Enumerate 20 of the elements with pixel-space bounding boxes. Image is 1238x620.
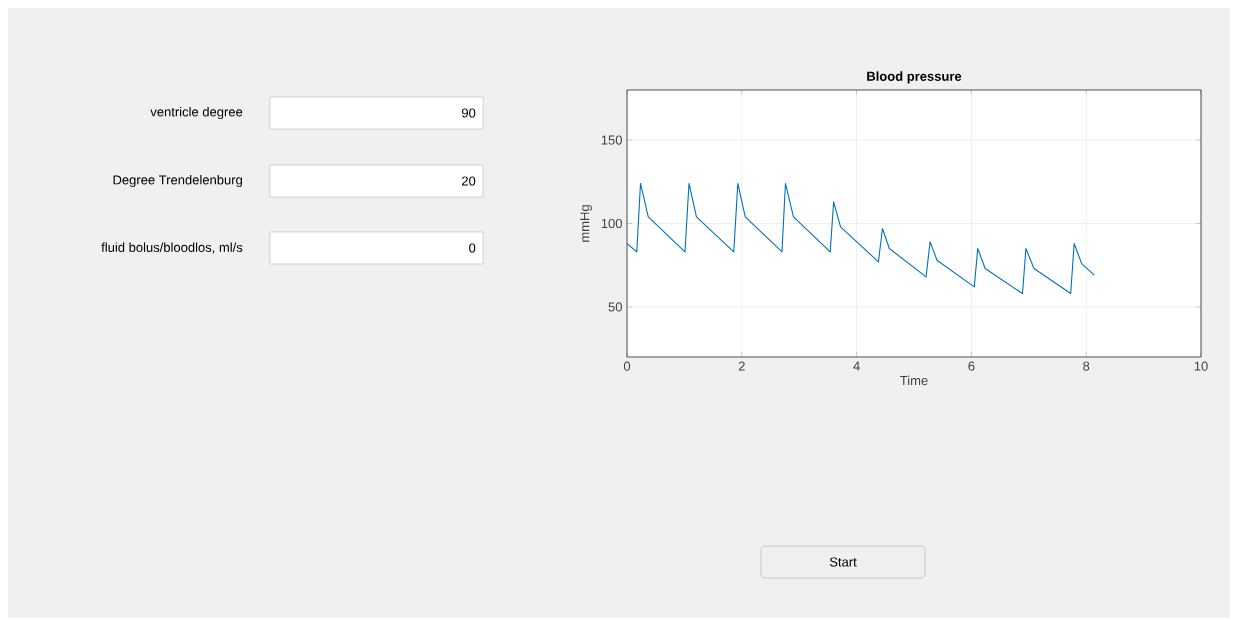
y-tick-label: 50 bbox=[608, 302, 622, 312]
text: fluid bolus/bloodlos, ml/s bbox=[101, 242, 243, 254]
text: 90 bbox=[461, 108, 476, 118]
text: Degree Trendelenburg bbox=[113, 174, 242, 188]
y-axis-title: mmHg bbox=[580, 205, 592, 242]
y-tick-label: 150 bbox=[601, 135, 622, 145]
line-series bbox=[627, 182, 1095, 295]
x-tick-label: 8 bbox=[1083, 361, 1090, 371]
text: Start bbox=[829, 557, 857, 567]
text: 0 bbox=[469, 243, 476, 253]
text: 20 bbox=[462, 176, 476, 186]
y-tick-label: 100 bbox=[601, 218, 622, 229]
x-tick-label: 6 bbox=[968, 361, 975, 371]
x-tick-label: 10 bbox=[1194, 361, 1208, 371]
text: ventricle degree bbox=[150, 106, 243, 120]
x-tick-label: 4 bbox=[853, 361, 860, 371]
x-axis-title: Time bbox=[900, 375, 928, 386]
x-tick-label: 2 bbox=[738, 361, 745, 371]
x-tick-label: 0 bbox=[623, 361, 631, 371]
chart-title: Blood pressure bbox=[867, 71, 962, 84]
